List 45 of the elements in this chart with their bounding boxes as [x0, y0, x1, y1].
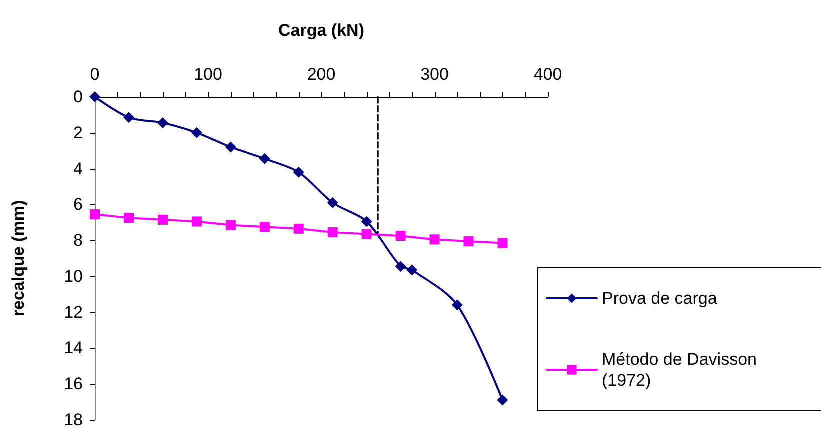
point — [226, 220, 236, 230]
x-tick-label: 200 — [307, 65, 336, 84]
point — [328, 227, 338, 238]
y-tick-label: 6 — [74, 195, 83, 214]
point — [191, 127, 202, 138]
point — [225, 142, 236, 153]
point — [361, 216, 372, 228]
point — [294, 224, 304, 234]
point — [123, 112, 134, 124]
point — [464, 236, 474, 246]
point — [260, 222, 270, 232]
y-tick-label: 4 — [74, 159, 83, 178]
y-tick-label: 16 — [64, 374, 83, 394]
point — [327, 197, 338, 208]
point — [452, 300, 463, 311]
point — [259, 153, 270, 164]
y-tick-label: 18 — [64, 410, 83, 430]
y-tick-label: 2 — [74, 123, 83, 142]
point — [158, 214, 168, 225]
x-tick-label: 0 — [90, 65, 100, 84]
point — [192, 216, 202, 227]
point — [90, 210, 100, 220]
point — [362, 229, 372, 240]
point — [498, 238, 508, 248]
y-tick-label: 0 — [74, 88, 83, 106]
x-axis-title: Carga (kN) — [278, 21, 364, 40]
y-tick-label: 12 — [64, 302, 83, 322]
y-tick-label: 14 — [64, 338, 83, 358]
x-tick-label: 300 — [420, 65, 449, 84]
x-tick-label: 100 — [194, 65, 222, 84]
point — [293, 166, 304, 178]
point — [396, 231, 406, 242]
y-axis-title: recalque (mm) — [9, 200, 28, 317]
point — [157, 118, 168, 129]
point — [395, 261, 406, 272]
legend-label: Método de Davisson (1972) — [602, 350, 762, 390]
y-tick-label: 10 — [64, 266, 83, 286]
point — [497, 394, 508, 406]
legend-label: Prova de carga — [602, 289, 718, 308]
point — [90, 92, 100, 102]
x-tick-label: 400 — [534, 65, 562, 84]
point — [406, 264, 418, 276]
y-tick-label: 8 — [74, 231, 83, 250]
point — [124, 213, 134, 224]
point — [430, 234, 440, 245]
